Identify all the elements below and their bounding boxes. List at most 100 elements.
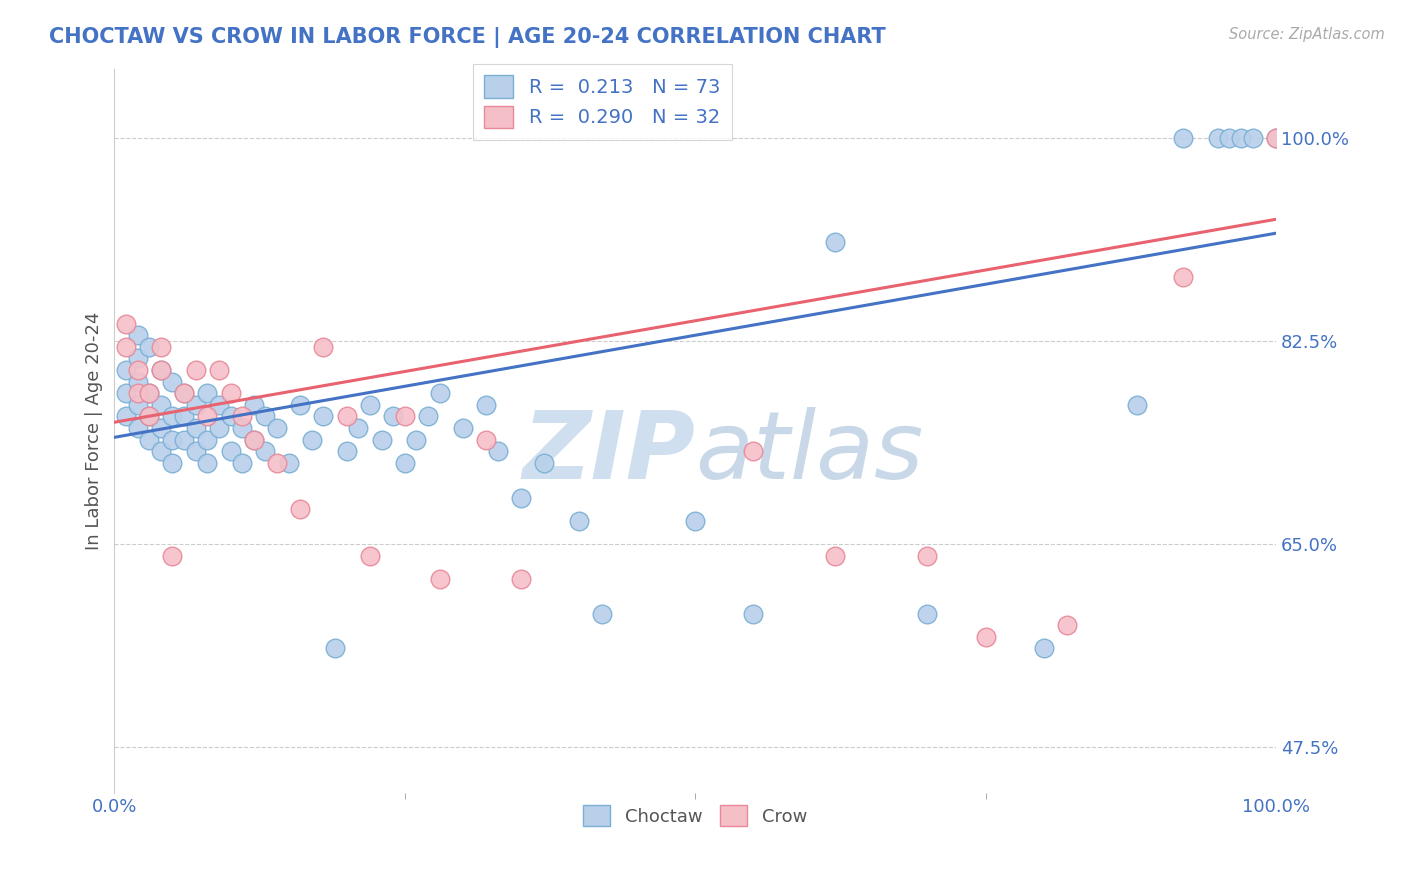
Point <box>219 409 242 424</box>
Point <box>127 351 149 366</box>
Point <box>824 235 846 250</box>
Point <box>173 386 195 401</box>
Point <box>370 433 392 447</box>
Point <box>359 549 381 563</box>
Point <box>917 549 939 563</box>
Point <box>1218 131 1240 145</box>
Point <box>347 421 370 435</box>
Point <box>591 607 613 621</box>
Point <box>312 409 335 424</box>
Point <box>149 363 172 377</box>
Point <box>683 514 706 528</box>
Point <box>323 641 346 656</box>
Point <box>486 444 509 458</box>
Point <box>162 375 184 389</box>
Point <box>1241 131 1264 145</box>
Point <box>184 363 207 377</box>
Point <box>115 363 138 377</box>
Point <box>115 386 138 401</box>
Point <box>266 421 288 435</box>
Point <box>974 630 997 644</box>
Point <box>231 456 253 470</box>
Point <box>254 444 277 458</box>
Point <box>138 386 160 401</box>
Y-axis label: In Labor Force | Age 20-24: In Labor Force | Age 20-24 <box>86 311 103 550</box>
Point <box>208 363 231 377</box>
Point <box>138 340 160 354</box>
Point <box>208 398 231 412</box>
Point <box>195 456 218 470</box>
Point <box>1206 131 1229 145</box>
Point <box>127 328 149 343</box>
Point <box>1265 131 1288 145</box>
Point <box>394 456 416 470</box>
Point <box>416 409 439 424</box>
Point <box>290 502 312 516</box>
Point <box>336 444 359 458</box>
Point <box>127 375 149 389</box>
Point <box>359 398 381 412</box>
Point <box>115 409 138 424</box>
Point <box>115 340 138 354</box>
Point <box>195 409 218 424</box>
Point <box>510 572 533 586</box>
Point <box>742 444 765 458</box>
Point <box>219 386 242 401</box>
Point <box>184 421 207 435</box>
Point <box>162 456 184 470</box>
Point <box>382 409 405 424</box>
Point <box>173 409 195 424</box>
Point <box>127 398 149 412</box>
Point <box>162 549 184 563</box>
Point <box>149 398 172 412</box>
Point <box>231 409 253 424</box>
Point <box>451 421 474 435</box>
Point <box>254 409 277 424</box>
Point <box>162 433 184 447</box>
Point <box>405 433 427 447</box>
Point <box>1125 398 1147 412</box>
Point <box>1171 131 1194 145</box>
Point <box>149 421 172 435</box>
Point <box>266 456 288 470</box>
Point <box>162 409 184 424</box>
Point <box>429 572 451 586</box>
Point <box>195 386 218 401</box>
Point <box>138 386 160 401</box>
Point <box>277 456 299 470</box>
Point <box>173 433 195 447</box>
Point <box>1265 131 1288 145</box>
Point <box>184 398 207 412</box>
Point <box>917 607 939 621</box>
Point <box>138 409 160 424</box>
Point <box>127 386 149 401</box>
Point <box>127 421 149 435</box>
Text: atlas: atlas <box>695 407 924 498</box>
Point <box>429 386 451 401</box>
Point <box>301 433 323 447</box>
Point <box>533 456 555 470</box>
Point <box>243 398 266 412</box>
Point <box>149 444 172 458</box>
Point <box>149 340 172 354</box>
Point <box>138 409 160 424</box>
Text: ZIP: ZIP <box>522 407 695 499</box>
Point <box>742 607 765 621</box>
Point <box>138 433 160 447</box>
Point <box>173 386 195 401</box>
Point <box>219 444 242 458</box>
Text: CHOCTAW VS CROW IN LABOR FORCE | AGE 20-24 CORRELATION CHART: CHOCTAW VS CROW IN LABOR FORCE | AGE 20-… <box>49 27 886 48</box>
Text: Source: ZipAtlas.com: Source: ZipAtlas.com <box>1229 27 1385 42</box>
Point <box>1056 618 1078 632</box>
Point <box>195 433 218 447</box>
Point <box>510 491 533 505</box>
Point <box>312 340 335 354</box>
Point <box>243 433 266 447</box>
Point <box>231 421 253 435</box>
Point <box>115 317 138 331</box>
Point <box>475 433 498 447</box>
Legend: Choctaw, Crow: Choctaw, Crow <box>574 797 817 835</box>
Point <box>290 398 312 412</box>
Point <box>394 409 416 424</box>
Point <box>336 409 359 424</box>
